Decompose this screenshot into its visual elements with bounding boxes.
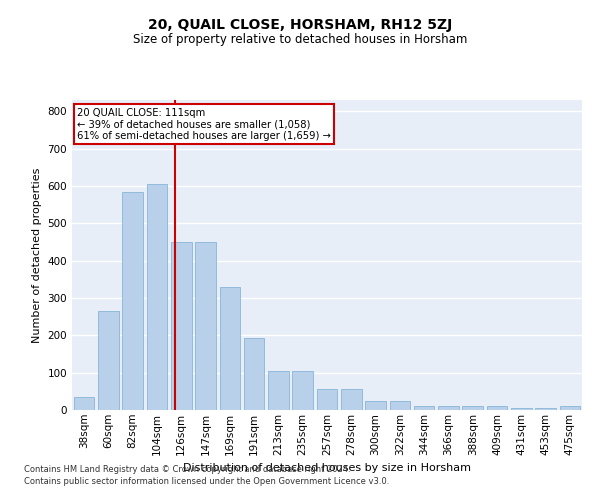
Bar	[365, 400, 386, 410]
Bar	[341, 390, 362, 410]
Text: 20, QUAIL CLOSE, HORSHAM, RH12 5ZJ: 20, QUAIL CLOSE, HORSHAM, RH12 5ZJ	[148, 18, 452, 32]
Bar	[292, 371, 313, 410]
Bar	[146, 184, 167, 410]
Bar	[74, 397, 94, 410]
Bar	[389, 400, 410, 410]
Y-axis label: Number of detached properties: Number of detached properties	[32, 168, 42, 342]
Bar	[560, 406, 580, 410]
Bar	[487, 406, 508, 410]
Bar	[98, 311, 119, 410]
X-axis label: Distribution of detached houses by size in Horsham: Distribution of detached houses by size …	[183, 463, 471, 473]
Bar	[463, 406, 483, 410]
Bar	[220, 288, 240, 410]
Bar	[414, 406, 434, 410]
Text: Contains HM Land Registry data © Crown copyright and database right 2024.: Contains HM Land Registry data © Crown c…	[24, 466, 350, 474]
Text: Size of property relative to detached houses in Horsham: Size of property relative to detached ho…	[133, 32, 467, 46]
Bar	[195, 242, 216, 410]
Bar	[438, 406, 459, 410]
Bar	[171, 242, 191, 410]
Bar	[244, 338, 265, 410]
Text: 20 QUAIL CLOSE: 111sqm
← 39% of detached houses are smaller (1,058)
61% of semi-: 20 QUAIL CLOSE: 111sqm ← 39% of detached…	[77, 108, 331, 141]
Bar	[122, 192, 143, 410]
Text: Contains public sector information licensed under the Open Government Licence v3: Contains public sector information licen…	[24, 476, 389, 486]
Bar	[317, 390, 337, 410]
Bar	[535, 408, 556, 410]
Bar	[511, 408, 532, 410]
Bar	[268, 371, 289, 410]
